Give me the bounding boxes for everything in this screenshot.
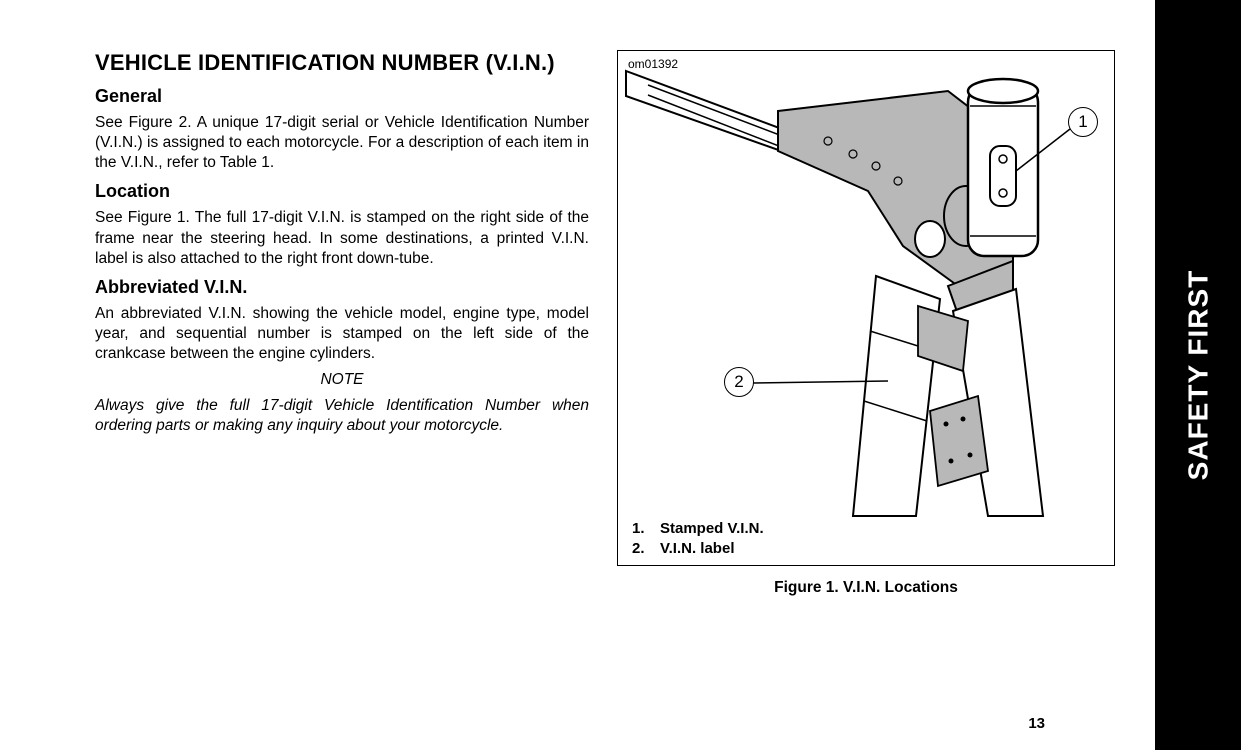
callout-1: 1 [1068,107,1098,137]
legend-label: V.I.N. label [660,539,734,559]
callout-2: 2 [724,367,754,397]
legend-num: 2. [632,539,660,559]
page-title: VEHICLE IDENTIFICATION NUMBER (V.I.N.) [95,50,589,76]
section-tab-label: SAFETY FIRST [1182,270,1214,481]
note-label: NOTE [95,370,589,390]
section-body-abbreviated: An abbreviated V.I.N. showing the vehicl… [95,304,589,364]
content-columns: VEHICLE IDENTIFICATION NUMBER (V.I.N.) G… [95,50,1115,604]
section-body-location: See Figure 1. The full 17-digit V.I.N. i… [95,208,589,268]
legend-num: 1. [632,519,660,539]
figure-column: om01392 [617,50,1115,604]
legend-label: Stamped V.I.N. [660,519,764,539]
vin-diagram [618,51,1116,567]
legend-row: 1.Stamped V.I.N. [632,519,764,539]
section-tab: SAFETY FIRST [1155,0,1241,750]
text-column: VEHICLE IDENTIFICATION NUMBER (V.I.N.) G… [95,50,589,604]
manual-page: VEHICLE IDENTIFICATION NUMBER (V.I.N.) G… [0,0,1155,750]
page-number: 13 [1028,715,1045,732]
figure-box: om01392 [617,50,1115,566]
section-heading-location: Location [95,181,589,202]
section-body-general: See Figure 2. A unique 17-digit serial o… [95,113,589,173]
figure-legend: 1.Stamped V.I.N.2.V.I.N. label [632,519,764,558]
section-heading-general: General [95,86,589,107]
note-body: Always give the full 17-digit Vehicle Id… [95,396,589,436]
legend-row: 2.V.I.N. label [632,539,764,559]
section-heading-abbreviated: Abbreviated V.I.N. [95,277,589,298]
figure-caption: Figure 1. V.I.N. Locations [617,578,1115,598]
